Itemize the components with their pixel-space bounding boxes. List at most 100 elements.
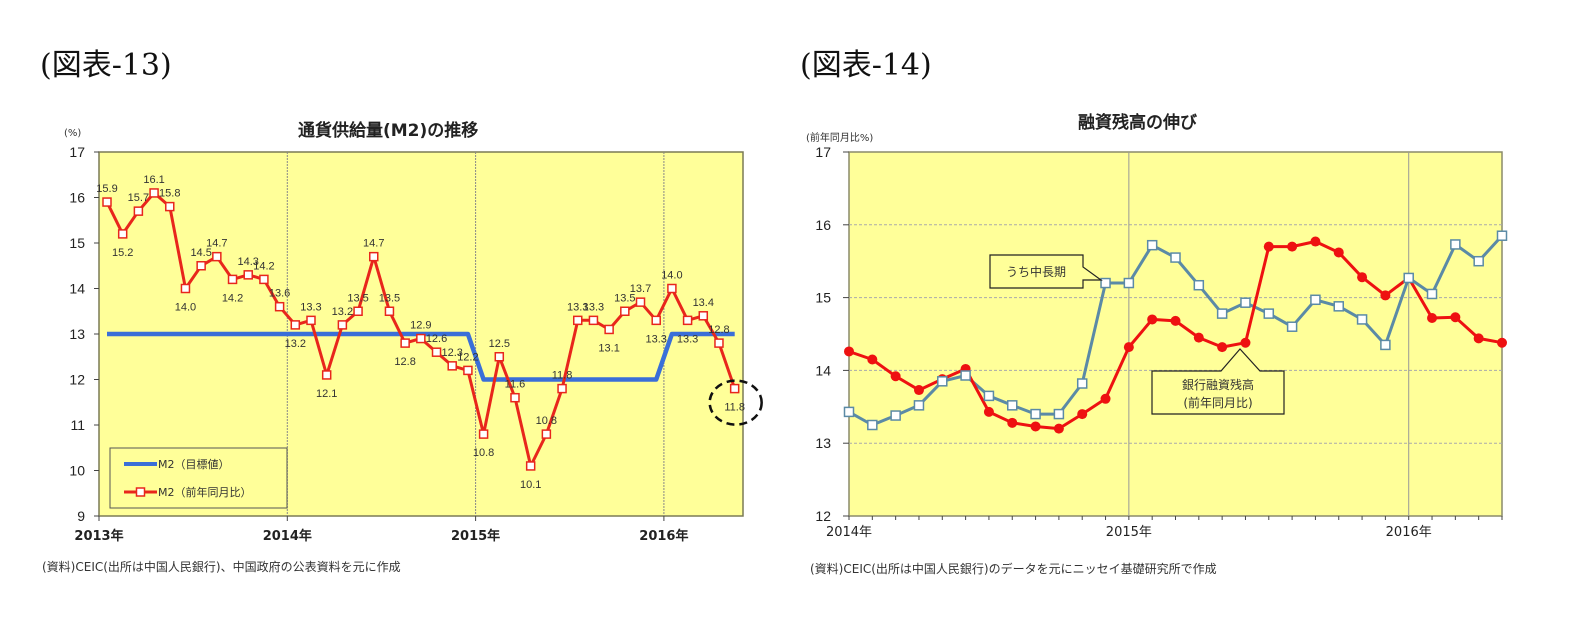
chart-14-source: (資料)CEIC(出所は中国人民銀行)のデータを元にニッセイ基礎研究所で作成 (810, 562, 1217, 576)
callout-label: うち中長期 (1006, 264, 1066, 279)
data-point (983, 390, 995, 402)
data-point (1053, 423, 1064, 434)
data-point (1193, 279, 1205, 291)
y-tick-label: 17 (69, 144, 85, 160)
data-label: 14.0 (661, 270, 682, 282)
data-label: 13.3 (645, 333, 666, 345)
data-point (651, 315, 661, 326)
data-point (729, 383, 740, 394)
callout-box (989, 254, 1103, 289)
data-point (1053, 408, 1065, 420)
chart-13-legend: M2（目標値） M2（前年同月比） (109, 447, 288, 509)
data-point (196, 261, 206, 271)
y-tick-label: 12 (815, 508, 831, 524)
data-point (227, 274, 238, 285)
data-point (369, 251, 379, 262)
data-label: 12.6 (426, 333, 447, 345)
data-label: 13.3 (300, 301, 321, 313)
data-point (1193, 332, 1204, 343)
data-point (557, 383, 567, 394)
data-point (1077, 409, 1088, 420)
data-label: 14.3 (238, 256, 259, 268)
data-point (510, 392, 520, 403)
callout-sublabel: (前年同月比) (1183, 395, 1252, 410)
data-point (1170, 315, 1181, 326)
x-tick-label: 2015年 (451, 528, 500, 544)
data-label: 13.5 (347, 292, 368, 304)
x-tick-label: 2016年 (639, 528, 688, 544)
x-tick-label: 2013年 (74, 528, 123, 544)
data-point (937, 376, 948, 387)
data-label: 13.5 (379, 292, 400, 304)
data-point (259, 274, 269, 285)
data-label: 14.5 (190, 247, 211, 259)
x-tick-label: 2015年 (1106, 525, 1152, 540)
data-point (1333, 301, 1344, 312)
data-point (604, 324, 614, 335)
data-point (844, 346, 854, 357)
data-label: 13.3 (567, 301, 588, 313)
data-point (1240, 337, 1251, 348)
data-point (1263, 241, 1274, 252)
data-point (682, 315, 693, 326)
data-point (890, 410, 901, 421)
legend-marker (135, 487, 146, 497)
data-point (494, 352, 505, 362)
data-point (867, 419, 878, 431)
data-point (416, 333, 426, 344)
data-point (588, 315, 599, 326)
data-label: 15.8 (159, 188, 180, 200)
data-point (1007, 417, 1018, 428)
callout-bank-loans: 銀行融資残高 (前年同月比) (1151, 348, 1285, 415)
data-point (913, 385, 924, 396)
data-point (714, 338, 724, 348)
y-tick-label: 15 (815, 290, 831, 306)
data-label: 11.8 (724, 402, 745, 414)
data-point (274, 301, 285, 312)
data-point (117, 229, 128, 239)
data-point (1450, 239, 1461, 250)
data-point (180, 283, 191, 294)
data-label: 14.2 (222, 292, 243, 304)
figure-13-label: (図表-13) (40, 48, 172, 83)
data-point (960, 370, 971, 381)
legend-label-yoy: M2（前年同月比） (158, 485, 252, 499)
data-point (1100, 393, 1111, 404)
data-point (667, 283, 677, 294)
y-tick-label: 17 (815, 144, 831, 160)
data-label: 15.9 (96, 183, 117, 195)
data-point (353, 306, 363, 316)
chart-13-title: 通貨供給量(M2)の推移 (298, 121, 479, 141)
data-point (913, 400, 925, 411)
data-point (337, 320, 348, 330)
data-point (1497, 337, 1507, 348)
data-label: 13.5 (614, 292, 635, 304)
legend-box (109, 447, 288, 509)
y-tick-label: 12 (69, 372, 85, 388)
y-tick-label: 16 (815, 217, 831, 233)
plot-area (848, 151, 1503, 517)
data-label: 12.8 (708, 324, 729, 336)
data-label: 14.7 (206, 238, 227, 250)
data-label: 11.8 (552, 370, 573, 382)
y-tick-label: 16 (69, 190, 85, 206)
chart-13-unit: (%) (64, 128, 82, 139)
data-point (635, 297, 646, 307)
y-tick-label: 10 (69, 463, 85, 479)
data-point (867, 354, 878, 365)
data-point (1263, 308, 1275, 319)
data-point (1146, 239, 1158, 251)
data-point (1333, 247, 1344, 258)
chart-14-unit: (前年同月比%) (806, 133, 874, 144)
figure-14-label: (図表-14) (800, 48, 932, 83)
data-label: 12.8 (394, 356, 415, 368)
data-point (400, 338, 410, 348)
data-label: 14.0 (175, 302, 196, 314)
data-label: 14.7 (363, 238, 384, 250)
data-point (1357, 272, 1368, 283)
data-point (525, 461, 536, 471)
data-point (573, 315, 583, 326)
data-point (983, 406, 994, 417)
data-point (1473, 333, 1484, 344)
